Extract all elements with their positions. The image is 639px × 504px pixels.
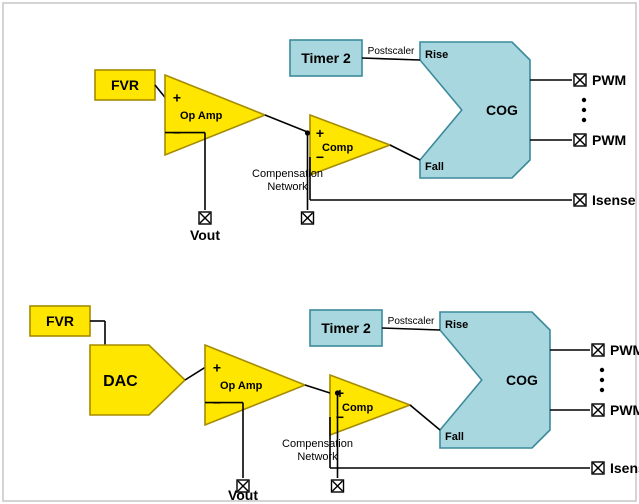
- svg-text:PWM: PWM: [610, 342, 639, 358]
- svg-text:Rise: Rise: [445, 319, 468, 331]
- svg-text:Isense: Isense: [610, 460, 639, 476]
- svg-text:+: +: [213, 359, 221, 375]
- svg-text:Op Amp: Op Amp: [220, 380, 263, 392]
- svg-text:FVR: FVR: [111, 77, 139, 93]
- svg-text:PWM: PWM: [592, 132, 626, 148]
- svg-text:Op Amp: Op Amp: [180, 110, 223, 122]
- svg-text:Compensation: Compensation: [282, 438, 353, 450]
- svg-text:Timer 2: Timer 2: [301, 50, 351, 66]
- svg-text:Network: Network: [297, 451, 338, 463]
- svg-text:Vout: Vout: [228, 487, 258, 503]
- svg-text:COG: COG: [506, 372, 538, 388]
- svg-text:+: +: [173, 89, 181, 105]
- svg-text:Vout: Vout: [190, 227, 220, 243]
- svg-text:+: +: [316, 125, 324, 141]
- svg-text:Rise: Rise: [425, 49, 448, 61]
- svg-text:COG: COG: [486, 102, 518, 118]
- svg-text:Fall: Fall: [425, 161, 444, 173]
- svg-text:DAC: DAC: [103, 373, 138, 390]
- svg-text:Postscaler: Postscaler: [368, 46, 415, 57]
- svg-text:Postscaler: Postscaler: [388, 316, 435, 327]
- svg-text:Comp: Comp: [322, 142, 353, 154]
- svg-text:Isense: Isense: [592, 192, 636, 208]
- svg-text:FVR: FVR: [46, 313, 74, 329]
- svg-text:Comp: Comp: [342, 402, 373, 414]
- svg-text:Compensation: Compensation: [252, 168, 323, 180]
- svg-text:Network: Network: [267, 181, 308, 193]
- svg-text:PWM: PWM: [610, 402, 639, 418]
- svg-text:Timer 2: Timer 2: [321, 320, 371, 336]
- svg-text:PWM: PWM: [592, 72, 626, 88]
- svg-text:Fall: Fall: [445, 431, 464, 443]
